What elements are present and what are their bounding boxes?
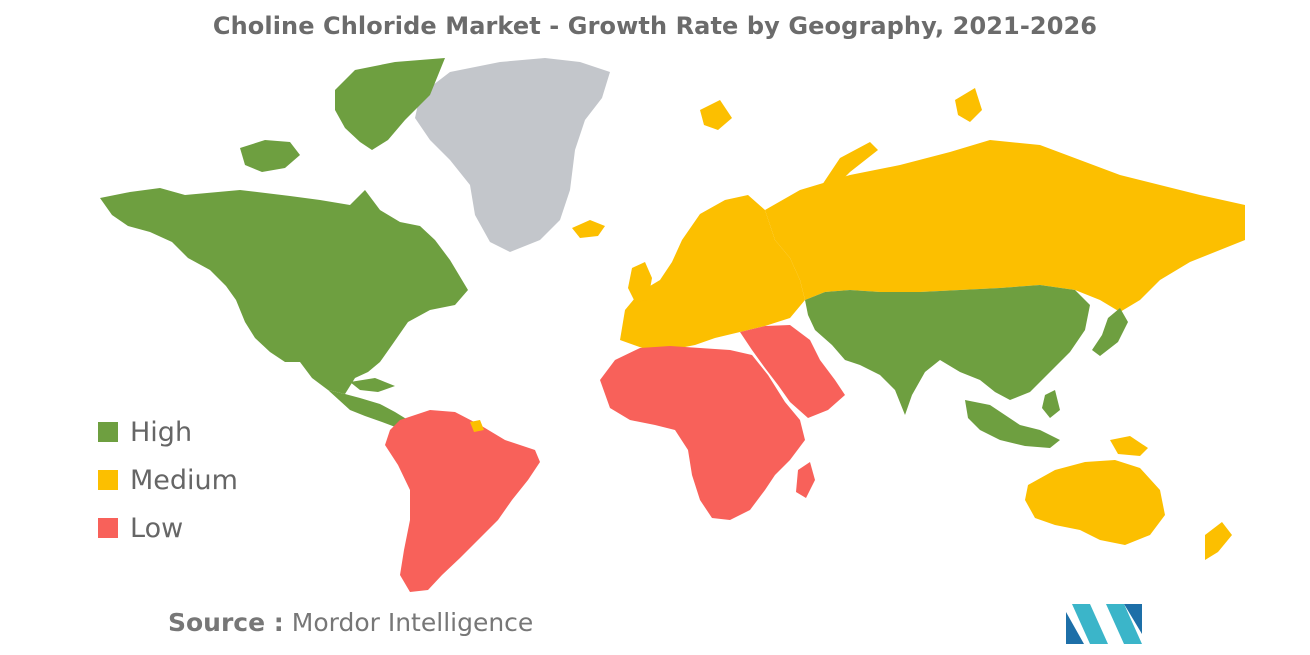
region-new-zealand [1205,522,1232,560]
region-novaya-zemlya [820,142,878,192]
source-note: Source : Mordor Intelligence [168,608,533,637]
region-africa [600,346,805,520]
legend-swatch-medium [98,470,118,490]
region-arctic-islands [955,88,982,122]
region-south-america [385,410,540,592]
region-middle-east [740,325,845,418]
region-french-guiana [470,420,484,432]
legend-label-medium: Medium [130,464,238,496]
source-value: Mordor Intelligence [291,608,534,637]
region-southeast-asia [965,400,1060,448]
region-svalbard [700,100,732,130]
source-label: Source : [168,608,284,637]
legend: High Medium Low [98,408,238,552]
region-europe [620,195,805,350]
region-australia [1025,460,1165,545]
region-asia [805,285,1090,415]
region-uk-ireland [628,262,652,302]
legend-swatch-high [98,422,118,442]
region-canadian-islands [240,140,300,172]
region-russia [765,140,1245,312]
legend-swatch-low [98,518,118,538]
region-papua-new-guinea [1110,436,1148,456]
region-canadian-arctic [335,58,445,150]
legend-item-medium: Medium [98,456,238,504]
region-madagascar [796,462,815,498]
legend-item-high: High [98,408,238,456]
legend-item-low: Low [98,504,238,552]
legend-label-low: Low [130,512,184,544]
region-philippines [1042,390,1060,418]
region-caribbean [350,378,395,392]
region-north-america [100,188,468,394]
legend-label-high: High [130,416,193,448]
chart-title: Choline Chloride Market - Growth Rate by… [212,12,1098,40]
region-japan [1092,308,1128,356]
region-greenland [415,58,610,252]
region-iceland [572,220,605,238]
region-central-america [328,390,408,428]
mordor-intelligence-logo [1066,604,1142,644]
